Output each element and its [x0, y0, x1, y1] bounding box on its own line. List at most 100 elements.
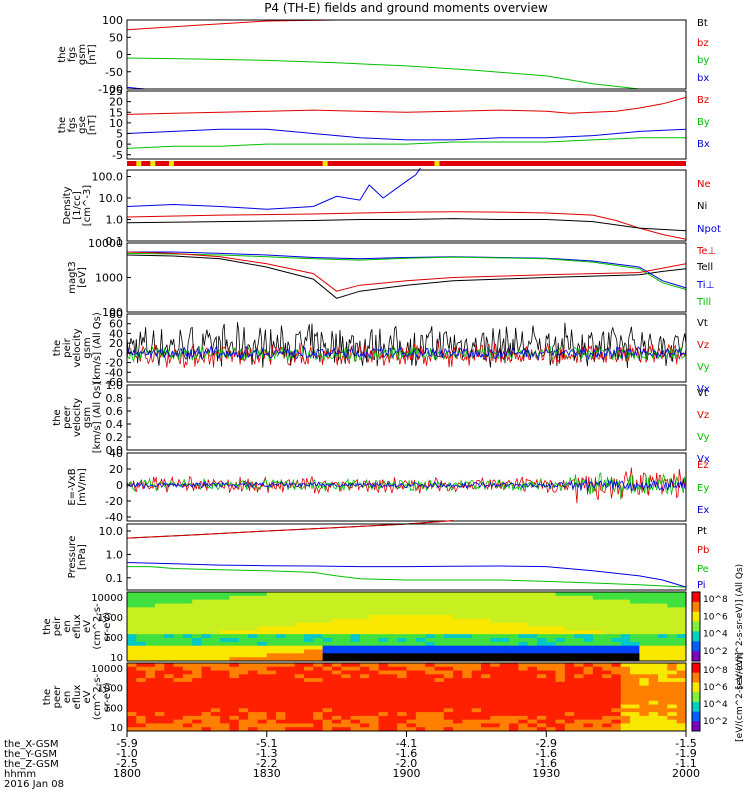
- heatmap-cell: [453, 615, 463, 620]
- heatmap-cell: [359, 681, 370, 687]
- y-tick-label: 10000: [88, 237, 123, 250]
- heatmap-cell: [331, 603, 342, 608]
- heatmap-cell: [462, 618, 473, 624]
- heatmap-cell: [490, 663, 501, 668]
- heatmap-cell: [406, 689, 417, 694]
- heatmap-cell: [602, 645, 612, 650]
- legend-vz: Vz: [697, 410, 709, 421]
- heatmap-cell: [164, 693, 175, 698]
- heatmap-cell: [676, 653, 687, 658]
- heatmap-cell: [350, 712, 361, 717]
- heatmap-cell: [369, 603, 380, 608]
- heatmap-cell: [676, 634, 687, 639]
- heatmap-cell: [173, 618, 184, 624]
- heatmap-cell: [602, 708, 612, 713]
- heatmap-cell: [462, 704, 473, 709]
- heatmap-cell: [602, 592, 612, 597]
- heatmap-cell: [341, 622, 352, 627]
- series-bz: [126, 96, 687, 115]
- heatmap-cell: [406, 715, 417, 721]
- heatmap-cell: [546, 645, 557, 650]
- heatmap-cell: [583, 727, 594, 732]
- heatmap-cell: [490, 689, 501, 694]
- heatmap-cell: [220, 670, 230, 675]
- heatmap-cell: [620, 685, 631, 690]
- heatmap-cell: [313, 700, 324, 706]
- heatmap-cell: [667, 708, 678, 713]
- heatmap-cell: [406, 697, 417, 702]
- heatmap-cell: [508, 607, 519, 612]
- heatmap-cell: [453, 670, 463, 675]
- heatmap-cell: [350, 715, 361, 721]
- heatmap-cell: [555, 595, 566, 601]
- heatmap-cell: [536, 727, 547, 732]
- heatmap-cell: [406, 693, 417, 698]
- heatmap-cell: [639, 615, 650, 620]
- heatmap-cell: [294, 641, 305, 647]
- heatmap-cell: [620, 607, 631, 612]
- legend-till: Till: [696, 297, 711, 308]
- heatmap-cell: [508, 712, 519, 717]
- heatmap-cell: [304, 704, 314, 709]
- heatmap-cell: [182, 649, 193, 654]
- heatmap-cell: [238, 657, 249, 662]
- heatmap-cell: [499, 727, 510, 732]
- heatmap-cell: [676, 670, 687, 675]
- heatmap-cell: [154, 653, 165, 658]
- y-axis-label: peer: [62, 405, 73, 429]
- heatmap-cell: [630, 607, 640, 612]
- heatmap-cell: [164, 708, 175, 713]
- heatmap-cell: [313, 663, 324, 668]
- heatmap-cell: [546, 712, 557, 717]
- heatmap-cell: [127, 622, 137, 627]
- heatmap-cell: [536, 723, 547, 728]
- heatmap-cell: [536, 622, 547, 627]
- heatmap-cell: [238, 663, 249, 668]
- heatmap-cell: [210, 663, 221, 668]
- heatmap-cell: [331, 618, 342, 624]
- legend-vt: Vt: [697, 318, 708, 329]
- heatmap-cell: [481, 719, 491, 724]
- heatmap-cell: [443, 634, 454, 639]
- heatmap-cell: [574, 649, 585, 654]
- heatmap-cell: [397, 685, 407, 690]
- heatmap-cell: [304, 666, 314, 672]
- heatmap-cell: [229, 693, 240, 698]
- heatmap-cell: [387, 611, 398, 616]
- heatmap-cell: [611, 626, 622, 631]
- heatmap-cell: [499, 700, 510, 706]
- heatmap-cell: [583, 645, 594, 650]
- heatmap-cell: [518, 634, 529, 639]
- heatmap-cell: [453, 607, 463, 612]
- heatmap-cell: [527, 592, 538, 597]
- heatmap-cell: [490, 626, 501, 631]
- heatmap-cell: [210, 670, 221, 675]
- heatmap-cell: [676, 723, 687, 728]
- heatmap-cell: [313, 723, 324, 728]
- heatmap-cell: [285, 704, 296, 709]
- y-tick-label: 0.6: [106, 405, 124, 418]
- heatmap-cell: [313, 704, 324, 709]
- heatmap-cell: [481, 674, 491, 679]
- heatmap-cell: [592, 674, 603, 679]
- heatmap-cell: [164, 697, 175, 702]
- series-vx: [126, 345, 687, 361]
- heatmap-cell: [313, 674, 324, 679]
- heatmap-cell: [415, 607, 426, 612]
- heatmap-cell: [127, 592, 137, 597]
- heatmap-cell: [555, 704, 566, 709]
- heatmap-cell: [145, 634, 156, 639]
- heatmap-cell: [331, 615, 342, 620]
- heatmap-cell: [182, 634, 193, 639]
- heatmap-cell: [257, 715, 268, 721]
- heatmap-cell: [192, 693, 203, 698]
- heatmap-cell: [630, 715, 640, 721]
- heatmap-cell: [658, 607, 668, 612]
- heatmap-cell: [471, 700, 482, 706]
- heatmap-cell: [425, 622, 435, 627]
- heatmap-cell: [574, 719, 585, 724]
- heatmap-cell: [462, 681, 473, 687]
- heatmap-cell: [592, 693, 603, 698]
- heatmap-cell: [331, 715, 342, 721]
- heatmap-cell: [331, 592, 342, 597]
